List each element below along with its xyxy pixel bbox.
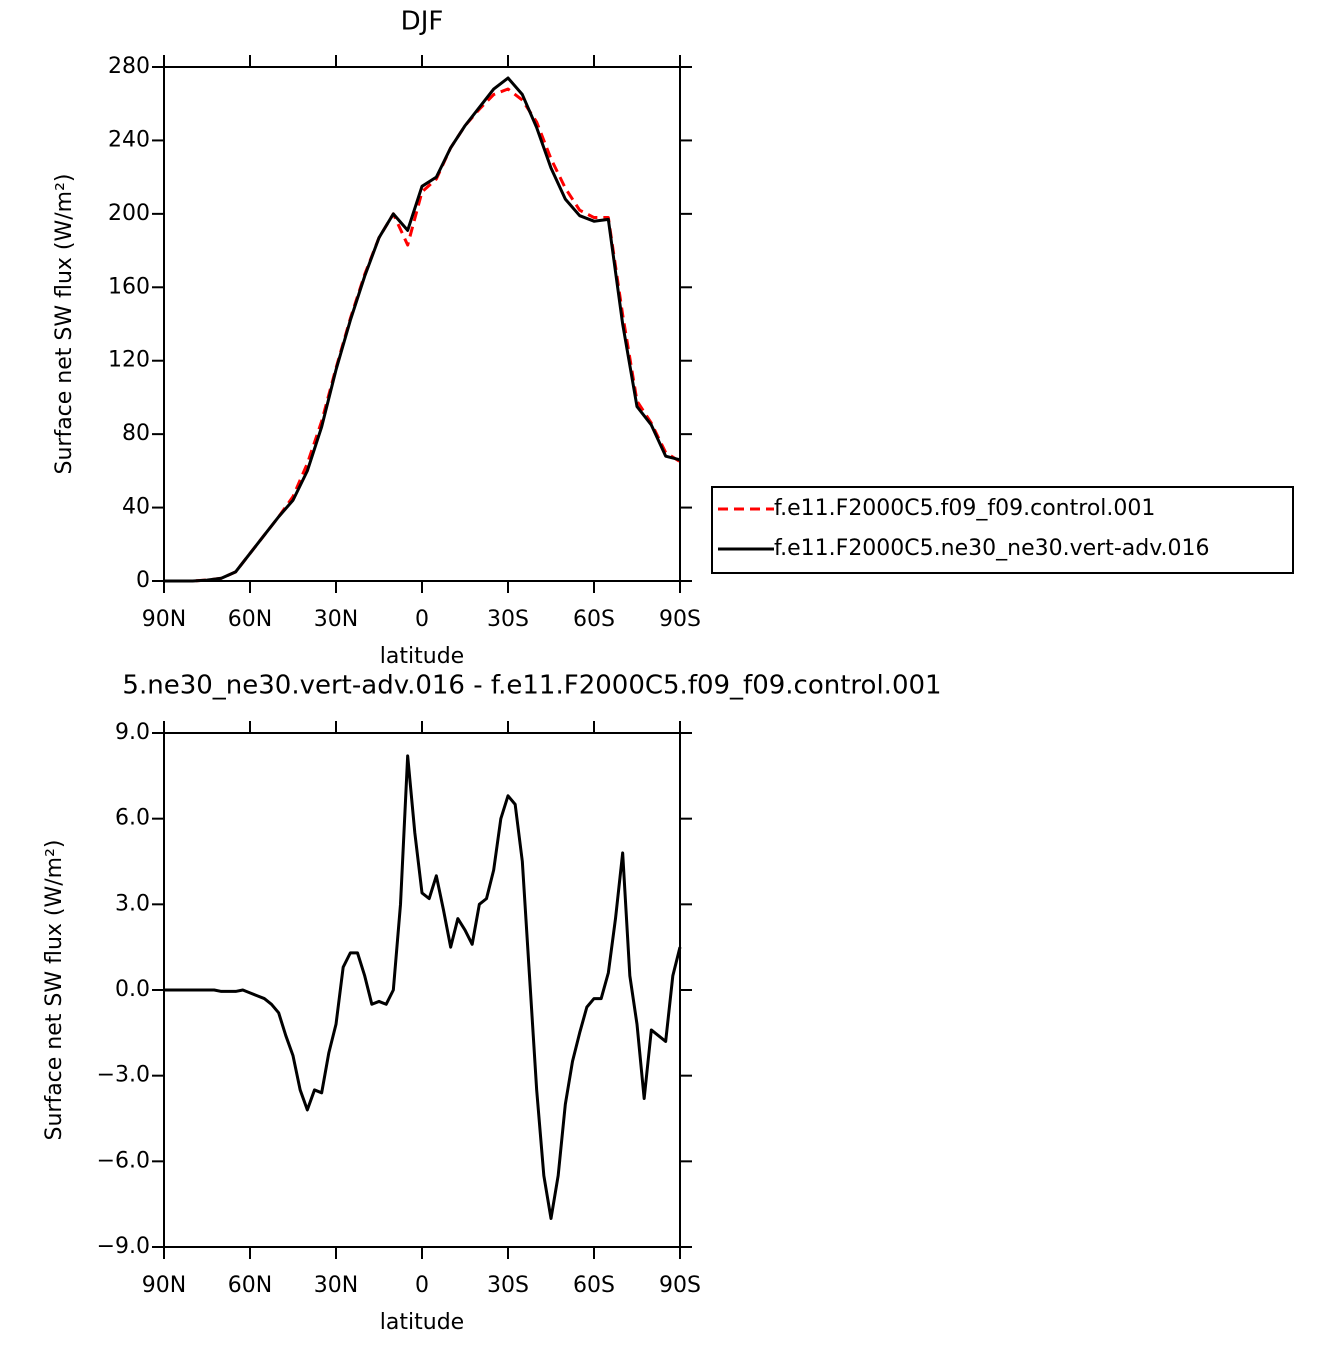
y-tick-label: 80 <box>122 421 150 446</box>
y-axis-label: Surface net SW flux (W/m²) <box>52 173 77 474</box>
x-tick-label: 90N <box>142 1273 186 1298</box>
x-tick-label: 90S <box>659 607 701 632</box>
y-tick-label: −6.0 <box>97 1148 150 1173</box>
y-tick-label: 240 <box>108 127 150 152</box>
chart-title: 5.ne30_ne30.vert-adv.016 - f.e11.F2000C5… <box>122 671 941 701</box>
x-tick-label: 90S <box>659 1273 701 1298</box>
y-tick-label: 9.0 <box>115 720 150 745</box>
x-tick-label: 30S <box>487 607 529 632</box>
y-tick-label: −3.0 <box>97 1063 150 1088</box>
plot-frame <box>163 732 681 1248</box>
x-tick-label: 90N <box>142 607 186 632</box>
x-axis-label: latitude <box>380 644 464 669</box>
chart-title: DJF <box>401 7 444 37</box>
data-line <box>164 754 682 1220</box>
x-tick-label: 60S <box>573 1273 615 1298</box>
plot-frame <box>163 66 681 582</box>
y-axis-label: Surface net SW flux (W/m²) <box>42 839 67 1140</box>
y-tick-label: 120 <box>108 348 150 373</box>
y-tick-label: 200 <box>108 201 150 226</box>
x-tick-label: 30N <box>314 1273 358 1298</box>
x-tick-label: 60S <box>573 607 615 632</box>
y-tick-label: 280 <box>108 54 150 79</box>
x-tick-label: 0 <box>415 607 429 632</box>
x-tick-label: 60N <box>228 607 272 632</box>
legend-label: f.e11.F2000C5.ne30_ne30.vert-adv.016 <box>774 536 1210 561</box>
y-tick-label: 0 <box>136 568 150 593</box>
y-tick-label: 6.0 <box>115 806 150 831</box>
y-tick-label: −9.0 <box>97 1234 150 1259</box>
y-tick-label: 160 <box>108 274 150 299</box>
x-tick-label: 30N <box>314 607 358 632</box>
legend-box <box>711 486 1294 574</box>
data-line <box>164 87 681 583</box>
x-tick-label: 30S <box>487 1273 529 1298</box>
data-line <box>164 76 681 583</box>
legend-label: f.e11.F2000C5.f09_f09.control.001 <box>774 496 1155 521</box>
x-tick-label: 0 <box>415 1273 429 1298</box>
x-axis-label: latitude <box>380 1310 464 1335</box>
x-tick-label: 60N <box>228 1273 272 1298</box>
y-tick-label: 0.0 <box>115 977 150 1002</box>
y-tick-label: 40 <box>122 495 150 520</box>
y-tick-label: 3.0 <box>115 891 150 916</box>
